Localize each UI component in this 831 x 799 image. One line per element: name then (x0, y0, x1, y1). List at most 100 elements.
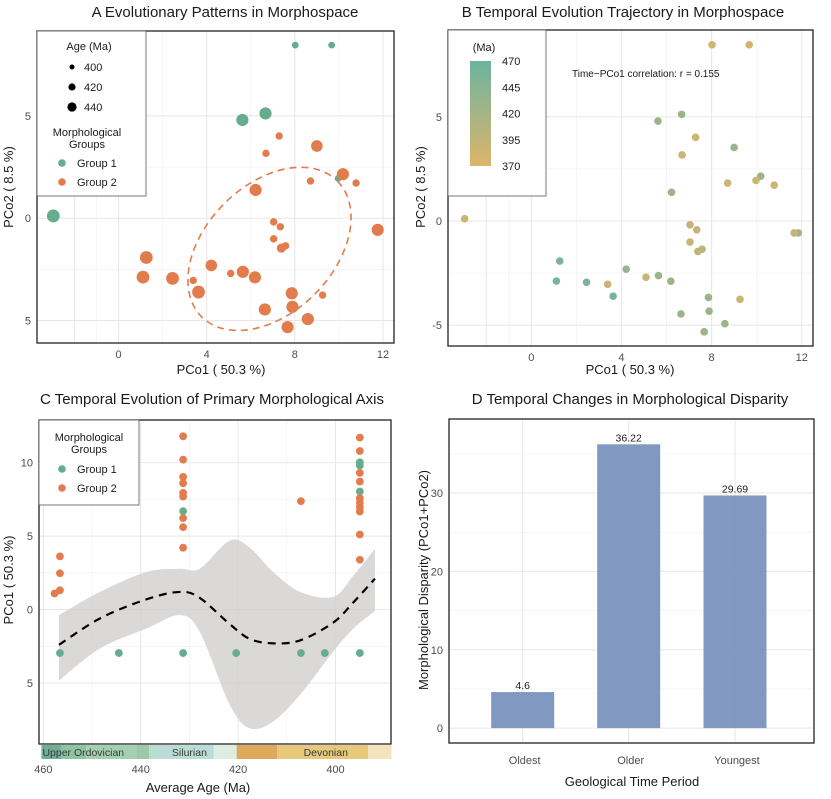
point-group-2 (56, 569, 64, 578)
point-group-1 (232, 649, 241, 657)
point-group-2 (281, 320, 294, 334)
bar-value-label: 36.22 (616, 432, 642, 444)
point-group-2 (249, 183, 262, 197)
point-group-2 (227, 269, 235, 278)
point-group-1 (179, 507, 188, 516)
point (667, 277, 675, 286)
point-group-2 (179, 432, 188, 441)
x-tick-label: 4 (204, 349, 210, 361)
point (721, 319, 729, 328)
point-group-2 (355, 447, 364, 455)
point (705, 307, 713, 316)
point (677, 310, 685, 318)
x-tick-label: 400 (326, 764, 344, 776)
legend-size-swatch (69, 64, 75, 70)
point (698, 245, 706, 253)
point-group-1 (259, 107, 272, 120)
point (692, 225, 701, 234)
point-group-2 (179, 479, 188, 488)
point-group-2 (248, 271, 262, 284)
point-group-2 (355, 433, 364, 442)
point-group-2 (179, 523, 188, 532)
point-group-1 (355, 649, 364, 657)
point (609, 292, 617, 301)
y-tick-label: 0 (27, 605, 33, 617)
legend-label-group-2: Group 2 (77, 177, 117, 189)
x-tick-label: 8 (709, 352, 715, 364)
point (691, 133, 700, 142)
period-segment (136, 745, 150, 759)
period-segment (86, 745, 137, 759)
point-group-1 (179, 649, 188, 657)
point (770, 181, 779, 189)
point (654, 117, 662, 125)
plot-frame (448, 418, 815, 744)
panel-b: B Temporal Evolution Trajectory in Morph… (413, 4, 814, 377)
panel-a-title: A Evolutionary Patterns in Morphospace (92, 4, 359, 21)
period-segment (236, 745, 278, 759)
point (700, 328, 708, 336)
x-tick-label: 440 (132, 764, 150, 776)
x-tick-label: 4 (618, 352, 624, 364)
legend-box (38, 419, 140, 506)
x-category-label: Youngest (714, 755, 759, 767)
point-group-1 (355, 487, 364, 496)
y-tick-label: 5 (25, 315, 31, 327)
x-category-label: Older (617, 755, 644, 767)
y-axis-label: PCo2 ( 8.5 %) (1, 146, 16, 228)
x-tick-label: 8 (292, 349, 298, 361)
y-tick-label: 10 (431, 645, 443, 657)
point-group-1 (328, 41, 336, 49)
smooth-trend-line (58, 577, 376, 646)
point (704, 293, 713, 302)
legend-group-title: Morphological (53, 127, 121, 139)
point (723, 179, 732, 187)
y-tick-label: 5 (25, 111, 31, 123)
point-group-2 (189, 276, 197, 285)
point (552, 277, 561, 285)
y-tick-label: 20 (431, 566, 443, 578)
legend-size-label: 400 (84, 62, 102, 74)
confidence-ribbon (58, 539, 375, 730)
point (603, 280, 612, 289)
point (555, 257, 564, 265)
point (745, 40, 754, 49)
x-tick-label: 12 (377, 349, 389, 361)
y-tick-label: 5 (27, 678, 33, 690)
legend-label-group-1: Group 1 (77, 158, 117, 170)
point (460, 214, 469, 223)
y-tick-label: 5 (27, 531, 33, 543)
legend-box (36, 30, 147, 197)
bar-youngest (703, 495, 767, 729)
point-group-2 (276, 223, 284, 231)
point-group-2 (286, 300, 299, 313)
point-group-2 (285, 287, 298, 300)
point-group-2 (205, 259, 218, 272)
legend-title: (Ma) (473, 42, 496, 54)
colorbar (470, 61, 491, 166)
point-group-2 (192, 285, 205, 299)
point-group-1 (114, 649, 123, 657)
panel-b-title: B Temporal Evolution Trajectory in Morph… (462, 4, 784, 21)
point (686, 238, 694, 246)
x-axis-label: PCo1 ( 50.3 %) (177, 362, 266, 377)
point (708, 40, 716, 49)
panel-d: D Temporal Changes in Morphological Disp… (416, 391, 815, 789)
point (582, 278, 591, 287)
point-group-2 (262, 149, 270, 158)
point-group-2 (297, 497, 305, 506)
point-group-2 (301, 312, 314, 326)
point-group-2 (281, 242, 290, 250)
point (686, 220, 694, 229)
point-group-2 (139, 251, 153, 264)
x-tick-label: 420 (229, 764, 247, 776)
point-group-2 (371, 223, 384, 236)
period-segment (60, 745, 87, 759)
point-group-1 (291, 41, 299, 49)
point-group-2 (336, 168, 349, 181)
point (677, 110, 686, 119)
point-group-2 (355, 468, 364, 477)
x-tick-label: 460 (34, 764, 52, 776)
